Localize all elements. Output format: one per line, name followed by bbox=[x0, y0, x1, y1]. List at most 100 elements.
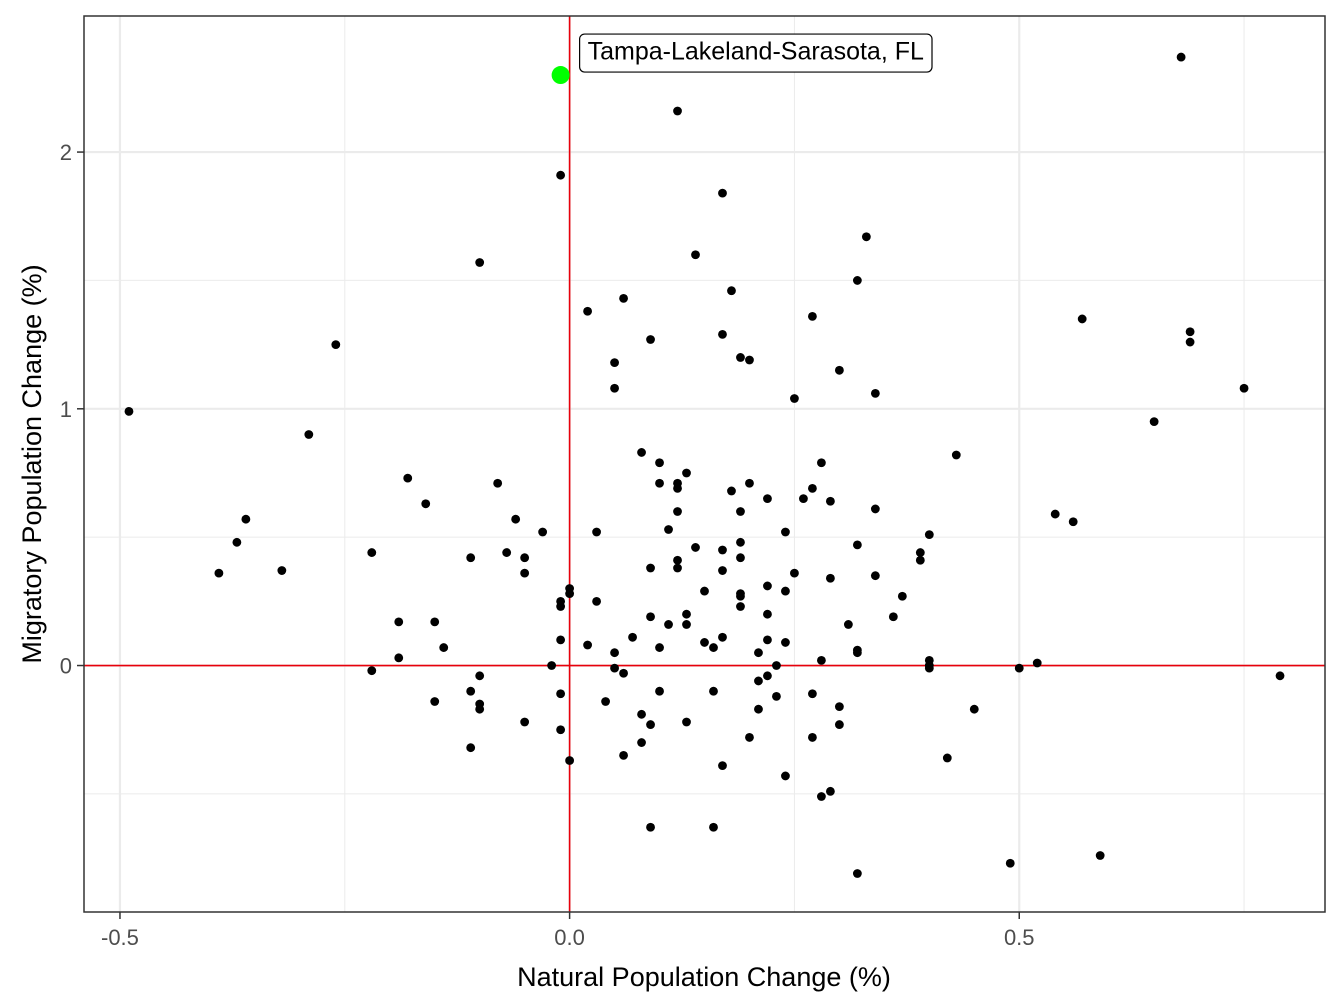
data-point bbox=[852, 540, 862, 550]
data-point bbox=[852, 648, 862, 658]
data-point bbox=[610, 648, 619, 658]
data-point bbox=[475, 704, 485, 714]
data-point bbox=[736, 537, 745, 547]
data-point bbox=[736, 553, 745, 563]
data-point bbox=[367, 548, 377, 557]
data-point bbox=[700, 638, 709, 647]
highlight-point bbox=[551, 66, 570, 85]
data-point bbox=[304, 430, 314, 439]
panel-background bbox=[84, 16, 1325, 912]
data-point bbox=[834, 365, 844, 375]
data-point bbox=[682, 609, 691, 619]
data-point bbox=[619, 294, 628, 303]
data-point bbox=[655, 458, 664, 468]
data-point bbox=[394, 653, 404, 663]
data-point bbox=[718, 632, 727, 642]
y-axis-title: Migratory Population Change (%) bbox=[17, 264, 47, 663]
data-point bbox=[556, 725, 566, 735]
data-point bbox=[547, 661, 557, 670]
data-point bbox=[214, 568, 224, 578]
data-point bbox=[592, 527, 601, 537]
data-point bbox=[781, 527, 790, 537]
data-point bbox=[637, 709, 646, 719]
data-point bbox=[646, 822, 655, 832]
data-point bbox=[466, 686, 476, 696]
data-point bbox=[691, 543, 700, 552]
data-point bbox=[772, 691, 781, 701]
data-point bbox=[709, 822, 718, 832]
data-point bbox=[736, 602, 745, 611]
data-point bbox=[700, 586, 709, 596]
data-point bbox=[763, 635, 772, 645]
data-point bbox=[951, 450, 961, 460]
data-point bbox=[817, 656, 826, 665]
data-point bbox=[763, 581, 772, 591]
data-point bbox=[870, 571, 880, 581]
data-point bbox=[808, 733, 817, 742]
data-point bbox=[781, 771, 790, 781]
data-point bbox=[915, 548, 925, 557]
data-point bbox=[421, 499, 431, 509]
annotation-box bbox=[579, 33, 933, 73]
data-point bbox=[556, 602, 566, 611]
data-point bbox=[565, 589, 575, 599]
data-point bbox=[817, 792, 826, 801]
data-point bbox=[718, 566, 727, 575]
data-point bbox=[646, 335, 655, 344]
data-point bbox=[870, 504, 880, 514]
data-point bbox=[592, 596, 601, 606]
data-point bbox=[745, 355, 754, 365]
data-point bbox=[852, 276, 862, 285]
data-point bbox=[1032, 658, 1042, 668]
data-point bbox=[897, 591, 907, 601]
data-point bbox=[763, 671, 772, 681]
data-point bbox=[673, 507, 682, 516]
data-point bbox=[475, 671, 485, 681]
data-point bbox=[852, 869, 862, 878]
data-point bbox=[241, 514, 251, 524]
data-point bbox=[610, 663, 619, 673]
data-point bbox=[736, 507, 745, 516]
data-point bbox=[1077, 314, 1087, 324]
data-point bbox=[1014, 663, 1024, 673]
data-point bbox=[790, 394, 799, 403]
data-point bbox=[556, 170, 566, 180]
data-point bbox=[834, 720, 844, 729]
data-point bbox=[834, 702, 844, 712]
data-point bbox=[691, 250, 700, 260]
data-point bbox=[637, 448, 646, 457]
data-point bbox=[646, 563, 655, 573]
data-point bbox=[601, 697, 610, 706]
data-point bbox=[870, 388, 880, 398]
data-point bbox=[718, 329, 727, 339]
data-point bbox=[763, 609, 772, 619]
data-point bbox=[565, 756, 575, 765]
data-point bbox=[790, 568, 799, 578]
data-point bbox=[637, 738, 646, 747]
data-point bbox=[861, 232, 871, 242]
data-point bbox=[655, 686, 664, 696]
data-point bbox=[1068, 517, 1078, 527]
highlight-group: Tampa-Lakeland-Sarasota, FL bbox=[551, 33, 933, 85]
data-point bbox=[754, 676, 763, 686]
data-point bbox=[1095, 851, 1105, 860]
data-point bbox=[673, 483, 682, 493]
data-point bbox=[610, 383, 619, 393]
data-point bbox=[1176, 52, 1186, 62]
data-point bbox=[709, 686, 718, 696]
data-point bbox=[646, 720, 655, 729]
data-point bbox=[124, 406, 134, 416]
data-point bbox=[1149, 417, 1159, 427]
data-point bbox=[745, 733, 754, 742]
data-point bbox=[924, 530, 934, 540]
data-point bbox=[709, 643, 718, 652]
data-point bbox=[843, 620, 853, 629]
data-point bbox=[799, 494, 808, 504]
data-point bbox=[430, 697, 440, 706]
data-point bbox=[924, 663, 934, 673]
data-point bbox=[682, 468, 691, 478]
data-point bbox=[1275, 671, 1285, 681]
data-point bbox=[331, 340, 341, 350]
data-point bbox=[538, 527, 548, 537]
data-point bbox=[754, 704, 763, 714]
